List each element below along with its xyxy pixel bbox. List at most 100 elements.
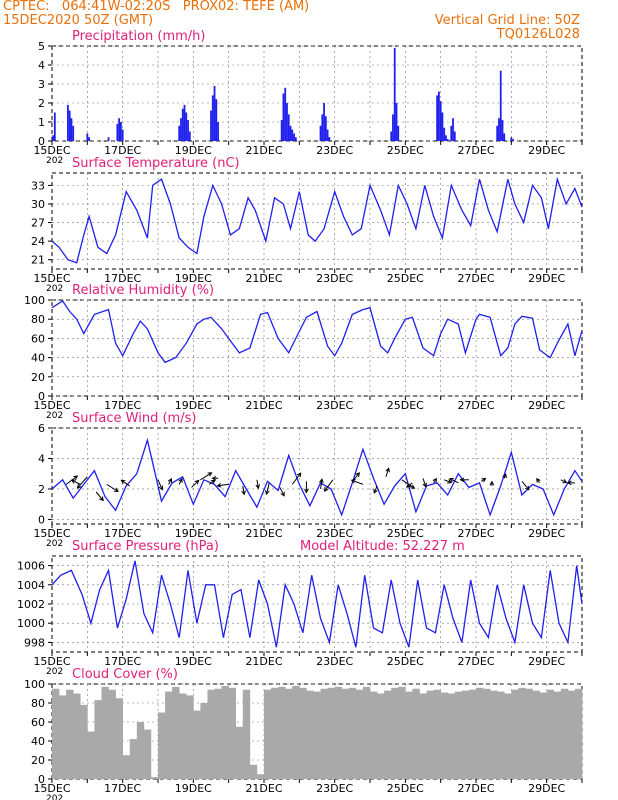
precip-bar xyxy=(395,103,398,141)
wind-arrow-head xyxy=(410,484,416,489)
x-tick-label: 17DEC xyxy=(104,527,141,540)
wind-arrow-shaft xyxy=(191,480,199,488)
year-stub-label: 202 xyxy=(46,667,63,677)
wind-arrow-head xyxy=(385,467,390,473)
wind-arrow-shaft xyxy=(324,479,334,492)
precip-bar xyxy=(287,114,290,141)
year-stub-label: 202 xyxy=(46,284,63,294)
x-tick-label: 23DEC xyxy=(316,782,353,795)
y-tick-label: 2 xyxy=(38,483,45,496)
precip-bar xyxy=(441,112,444,141)
cloud-bar xyxy=(278,686,286,779)
cloud-bar xyxy=(66,689,74,779)
cloud-bar xyxy=(426,690,434,779)
x-tick-label: 21DEC xyxy=(245,144,282,157)
precip-bar xyxy=(446,139,449,141)
y-tick-label: 100 xyxy=(24,294,45,307)
wind-arrow-head xyxy=(210,479,216,485)
y-tick-label: 1002 xyxy=(17,598,45,611)
y-tick-label: 60 xyxy=(31,332,45,345)
x-tick-label: 29DEC xyxy=(528,782,565,795)
precip-bar xyxy=(512,139,514,141)
x-tick-label: 21DEC xyxy=(245,527,282,540)
wind-arrow-shaft xyxy=(256,479,259,489)
wind-arrow-head xyxy=(304,488,309,494)
precip-bar xyxy=(121,129,124,141)
precip-bar xyxy=(510,137,513,141)
y-tick-label: 20 xyxy=(31,754,45,767)
y-tick-label: 20 xyxy=(31,371,45,384)
cloud-bar xyxy=(518,687,526,779)
precip-bar xyxy=(319,125,322,141)
x-tick-label: 27DEC xyxy=(457,655,494,668)
wind-arrow-shaft xyxy=(121,479,131,487)
precip-bar xyxy=(68,110,71,141)
wind-arrow-head xyxy=(448,478,454,483)
y-tick-label: 0 xyxy=(38,773,45,786)
wind-arrow-head xyxy=(265,490,270,496)
precip-bar xyxy=(286,103,288,141)
pressure-series-line xyxy=(51,560,583,648)
precip-bar xyxy=(52,135,54,141)
x-tick-label: 19DEC xyxy=(175,272,212,285)
cloud-bar xyxy=(94,700,102,779)
x-tick-label: 27DEC xyxy=(457,782,494,795)
wind-arrow-shaft xyxy=(95,491,104,501)
wind-arrow-head xyxy=(113,487,119,492)
header-right1: Vertical Grid Line: 50Z xyxy=(434,13,580,28)
y-tick-label: 3 xyxy=(38,78,45,91)
panel-title: Relative Humidity (%) xyxy=(72,283,214,298)
wind-arrow-shaft xyxy=(521,481,530,491)
cloud-bar xyxy=(165,691,173,779)
precip-bar xyxy=(445,135,447,141)
year-stub-label: 202 xyxy=(46,794,63,800)
y-tick-label: 33 xyxy=(31,179,45,192)
y-tick-label: 40 xyxy=(31,352,45,365)
panel-title: Surface Temperature (nC) xyxy=(72,156,240,171)
cloud-bar xyxy=(73,693,81,779)
wind-arrow-shaft xyxy=(320,479,323,490)
cloud-bar xyxy=(553,691,562,779)
cloud-bar xyxy=(490,690,498,779)
precip-bar xyxy=(280,120,283,141)
precip-bar xyxy=(498,118,500,141)
wind-arrow-head xyxy=(211,475,217,481)
cloud-bar xyxy=(306,690,314,779)
wind-arrow-shaft xyxy=(106,483,119,492)
x-tick-label: 23DEC xyxy=(316,399,353,412)
precip-bar xyxy=(88,137,90,141)
cloud-bar xyxy=(172,686,180,779)
wind-arrow-shaft xyxy=(373,485,378,494)
wind-arrow-head xyxy=(158,485,164,491)
precip-bar xyxy=(107,137,110,141)
x-tick-label: 17DEC xyxy=(104,144,141,157)
model-altitude-label: Model Altitude: 52.227 m xyxy=(300,539,465,554)
x-tick-label: 29DEC xyxy=(528,144,565,157)
panel-frame xyxy=(51,299,583,397)
precip-bar xyxy=(211,95,214,141)
precip-bar xyxy=(291,129,294,141)
cloud-bar xyxy=(59,695,67,779)
y-tick-label: 80 xyxy=(31,313,45,326)
header-line2: 15DEC2020 50Z (GMT) xyxy=(3,13,154,28)
wind-arrow-shaft xyxy=(560,479,567,484)
cloud-bar xyxy=(207,689,215,779)
wind-arrow-head xyxy=(350,479,356,484)
precip-bar xyxy=(70,118,73,141)
x-tick-label: 21DEC xyxy=(245,272,282,285)
precip-bar xyxy=(213,85,216,141)
wind-arrow-shaft xyxy=(385,468,390,477)
wind-arrow-head xyxy=(481,477,487,483)
wind-arrow-head xyxy=(76,483,82,489)
precip-bar xyxy=(282,93,285,141)
wind-arrow-head xyxy=(373,488,378,494)
precip-bar xyxy=(210,110,212,141)
y-tick-label: 4 xyxy=(38,59,45,72)
x-tick-label: 17DEC xyxy=(104,655,141,668)
x-tick-label: 29DEC xyxy=(528,399,565,412)
y-tick-label: 40 xyxy=(31,735,45,748)
precip-bar xyxy=(328,137,331,141)
cloud-bar xyxy=(497,691,505,779)
wind-arrow-shaft xyxy=(444,479,452,484)
wind-arrow-shaft xyxy=(242,485,245,495)
